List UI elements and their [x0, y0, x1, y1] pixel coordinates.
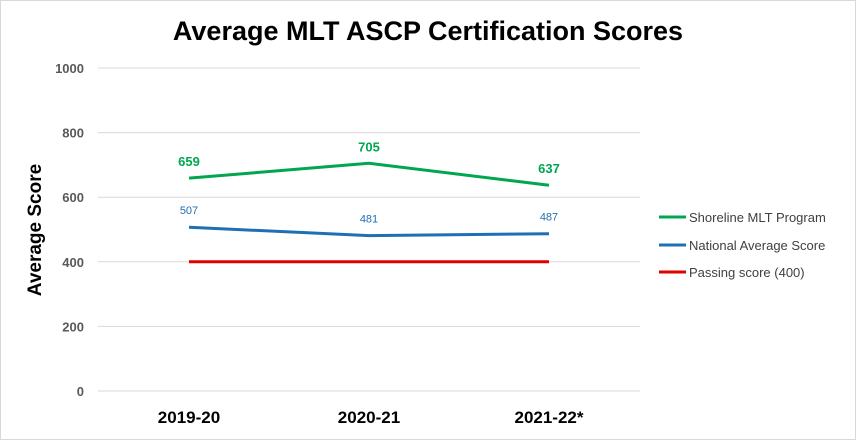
legend-label: Passing score (400) [689, 265, 805, 280]
y-tick-label: 200 [62, 319, 84, 334]
y-tick-label: 0 [77, 384, 84, 399]
x-axis-ticks: 2019-20 2020-21 2021-22* [158, 408, 584, 427]
series-line [188, 161, 550, 187]
gridlines [98, 67, 640, 392]
y-axis-ticks: 0 200 400 600 800 1000 [55, 61, 84, 399]
series-line [188, 225, 550, 238]
data-label: 507 [180, 205, 198, 217]
chart-title: Average MLT ASCP Certification Scores [173, 16, 683, 46]
data-labels: 659 705 637 507 481 487 [178, 139, 560, 225]
y-tick-label: 1000 [55, 61, 84, 76]
y-axis-label: Average Score [25, 164, 46, 296]
data-label: 705 [358, 139, 380, 154]
y-tick-label: 400 [62, 255, 84, 270]
x-tick-label: 2021-22* [514, 408, 583, 427]
x-tick-label: 2019-20 [158, 408, 220, 427]
legend-label: Shoreline MLT Program [689, 210, 826, 225]
y-tick-label: 600 [62, 190, 84, 205]
series-lines [188, 161, 550, 264]
legend: Shoreline MLT Program National Average Sc… [659, 210, 826, 280]
legend-label: National Average Score [689, 238, 825, 253]
data-label: 659 [178, 154, 200, 169]
y-tick-label: 800 [62, 126, 84, 141]
data-label: 487 [540, 212, 558, 224]
data-label: 481 [360, 214, 378, 226]
data-label: 637 [538, 161, 560, 176]
x-tick-label: 2020-21 [338, 408, 400, 427]
